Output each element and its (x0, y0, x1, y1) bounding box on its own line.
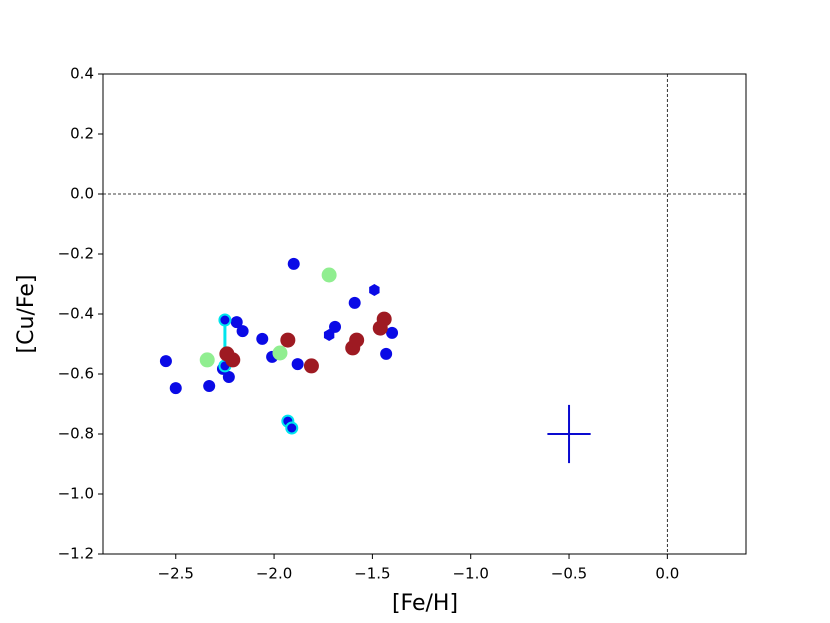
point (287, 257, 300, 270)
point (303, 358, 319, 374)
x-tick-label: −2.0 (256, 565, 292, 583)
point (159, 355, 172, 368)
point (321, 267, 337, 283)
y-tick-label: −0.2 (58, 245, 94, 263)
point (272, 345, 288, 361)
x-tick-label: −1.0 (452, 565, 488, 583)
point (349, 332, 365, 348)
point (199, 352, 215, 368)
point (376, 311, 392, 327)
y-tick-label: −0.4 (58, 305, 94, 323)
x-tick-label: −0.5 (551, 565, 587, 583)
point (323, 329, 335, 341)
plot-frame (102, 73, 747, 555)
point (236, 325, 249, 338)
point (256, 332, 269, 345)
point (348, 296, 361, 309)
point (280, 332, 296, 348)
y-tick-label: 0.4 (70, 65, 94, 83)
x-tick-label: 0.0 (655, 565, 679, 583)
point (222, 371, 235, 383)
y-tick-label: 0.2 (70, 125, 94, 143)
point (329, 320, 342, 333)
y-tick-label: −0.8 (58, 425, 94, 443)
x-tick-label: −2.5 (158, 565, 194, 583)
point (369, 284, 380, 296)
point (225, 352, 241, 368)
y-tick-label: 0.0 (70, 185, 94, 203)
point (285, 421, 299, 435)
point (386, 326, 399, 339)
x-tick-label: −1.5 (354, 565, 390, 583)
point (203, 380, 216, 392)
point (291, 358, 304, 371)
y-tick-label: −0.6 (58, 365, 94, 383)
point (230, 316, 243, 329)
y-tick-label: −1.2 (58, 545, 94, 563)
y-axis-label: [Cu/Fe] (14, 275, 39, 354)
point (218, 313, 232, 327)
point (380, 347, 393, 360)
y-tick-label: −1.0 (58, 485, 94, 503)
x-axis-label: [Fe/H] (392, 591, 458, 616)
point (169, 382, 182, 395)
